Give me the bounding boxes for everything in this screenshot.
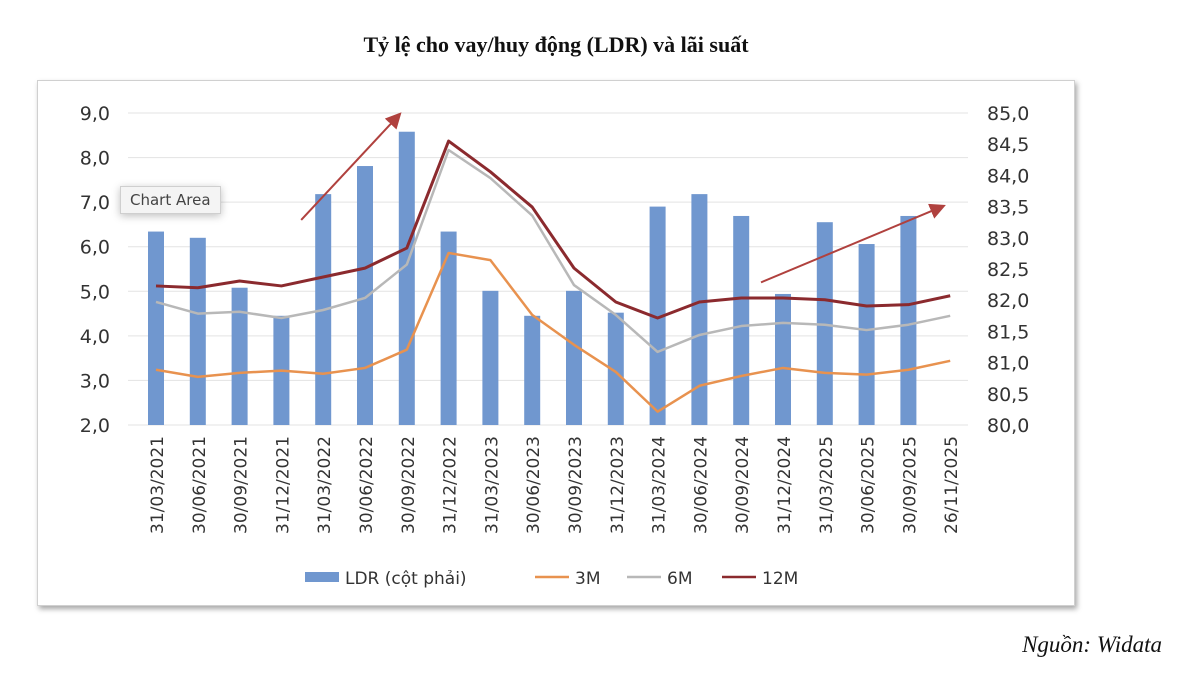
x-tick-label: 31/03/2021 xyxy=(148,436,168,534)
x-tick-label: 31/03/2022 xyxy=(315,436,335,534)
y-right-tick-label: 81,5 xyxy=(987,321,1029,343)
x-tick-label: 30/09/2023 xyxy=(566,436,586,534)
trend-arrow xyxy=(300,112,402,221)
x-tick-label: 31/12/2024 xyxy=(775,436,795,534)
y-right-tick-label: 80,5 xyxy=(987,384,1029,406)
line-6m xyxy=(155,148,951,354)
x-tick-label: 30/09/2025 xyxy=(900,436,920,534)
x-tick-label: 31/03/2025 xyxy=(817,436,837,534)
bar-ldr xyxy=(607,312,624,425)
x-tick-label: 31/03/2023 xyxy=(482,436,502,534)
bar-ldr xyxy=(482,290,499,425)
x-tick-label: 31/03/2024 xyxy=(650,436,670,534)
bar-ldr xyxy=(148,231,164,425)
y-left-tick-label: 5,0 xyxy=(80,281,110,303)
x-tick-label: 31/12/2021 xyxy=(273,436,293,534)
bar-ldr xyxy=(189,237,206,425)
bar-ldr xyxy=(440,231,457,425)
y-right-tick-label: 82,5 xyxy=(987,259,1029,281)
x-tick-label: 30/06/2022 xyxy=(357,436,377,534)
source-note: Nguồn: Widata xyxy=(1022,632,1162,657)
x-tick-label: 30/09/2021 xyxy=(232,436,252,534)
line-3m xyxy=(155,251,951,413)
y-left-tick-label: 2,0 xyxy=(80,415,110,437)
bar-ldr xyxy=(357,166,373,426)
y-right-tick-label: 84,0 xyxy=(987,165,1029,187)
x-tick-label: 26/11/2025 xyxy=(942,436,962,534)
bar-ldr xyxy=(775,293,791,425)
y-right-tick-label: 80,0 xyxy=(987,415,1029,437)
bar-ldr xyxy=(398,131,415,425)
legend-swatch-bar xyxy=(305,572,339,582)
bar-ldr xyxy=(231,287,248,425)
y-right-tick-label: 84,5 xyxy=(987,134,1029,156)
legend-label: 12M xyxy=(762,569,798,589)
bar-ldr xyxy=(691,194,708,425)
line-12m xyxy=(155,139,951,320)
chart-area-tooltip: Chart Area xyxy=(120,186,221,214)
bar-ldr xyxy=(566,290,582,425)
y-right-tick-label: 83,5 xyxy=(987,197,1029,219)
y-left-tick-label: 4,0 xyxy=(80,326,110,348)
bar-ldr xyxy=(900,215,917,425)
x-tick-label: 31/12/2022 xyxy=(441,436,461,534)
x-tick-label: 30/06/2024 xyxy=(691,436,711,534)
x-tick-label: 30/09/2022 xyxy=(399,436,419,534)
legend-label: LDR (cột phải) xyxy=(345,569,467,589)
y-right-tick-label: 81,0 xyxy=(987,353,1029,375)
y-left-tick-label: 6,0 xyxy=(80,237,110,259)
bar-ldr xyxy=(858,244,875,425)
x-tick-label: 30/06/2021 xyxy=(190,436,210,534)
y-right-tick-label: 85,0 xyxy=(987,103,1029,125)
bar-ldr xyxy=(649,206,666,425)
x-tick-label: 30/06/2023 xyxy=(524,436,544,534)
legend-label: 3M xyxy=(575,569,600,589)
y-right-tick-label: 83,0 xyxy=(987,228,1029,250)
x-tick-label: 30/09/2024 xyxy=(733,436,753,534)
y-left-tick-label: 8,0 xyxy=(80,148,110,170)
legend-label: 6M xyxy=(667,569,692,589)
x-tick-label: 30/06/2025 xyxy=(859,436,879,534)
chart-title: Tỷ lệ cho vay/huy động (LDR) và lãi suất xyxy=(363,32,749,57)
y-right-tick-label: 82,0 xyxy=(987,290,1029,312)
x-tick-label: 31/12/2023 xyxy=(608,436,628,534)
bar-ldr xyxy=(733,215,750,425)
bar-ldr xyxy=(524,315,541,425)
trend-arrow xyxy=(760,203,946,284)
y-left-tick-label: 9,0 xyxy=(80,103,110,125)
y-left-tick-label: 3,0 xyxy=(80,370,110,392)
y-left-tick-label: 7,0 xyxy=(80,192,110,214)
